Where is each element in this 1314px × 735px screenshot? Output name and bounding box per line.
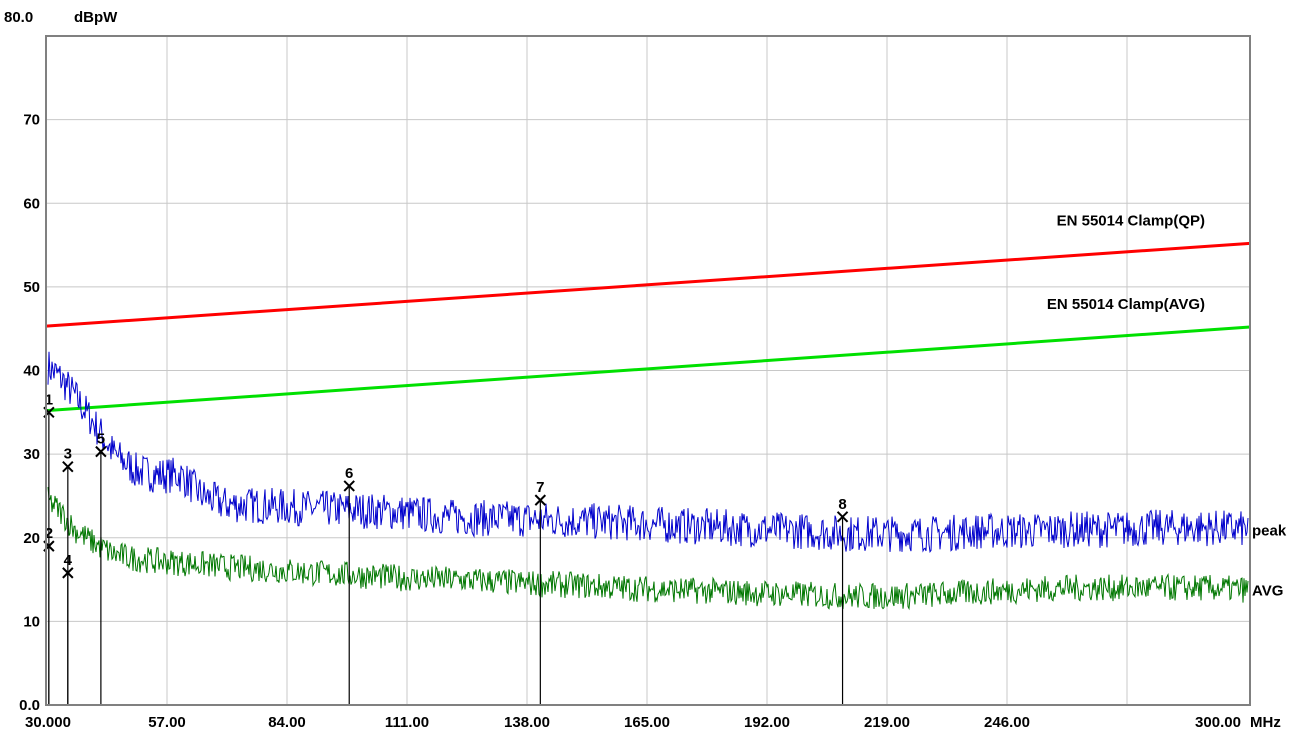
series-line-peak [47, 351, 1249, 553]
marker-x-icon [343, 480, 355, 492]
x-tick-label: 165.00 [624, 714, 670, 731]
limit-line-label: EN 55014 Clamp(QP) [1057, 212, 1205, 229]
y-tick-label: 30 [23, 446, 40, 463]
plot-frame [45, 35, 1251, 706]
marker-label: 1 [45, 391, 53, 408]
marker-label: 7 [536, 479, 544, 496]
marker-label: 4 [64, 552, 73, 569]
x-tick-label: 219.00 [864, 714, 910, 731]
y-tick-label: 40 [23, 363, 40, 380]
x-tick-label: 57.00 [148, 714, 186, 731]
series-label: AVG [1252, 583, 1283, 600]
y-tick-label: 10 [23, 613, 40, 630]
y-tick-label: 20 [23, 530, 40, 547]
axis-labels: 80.0 dBpW 70 60 50 40 30 20 10 0.030.000 57.00 84.0… [4, 9, 1281, 731]
chart-grid [46, 36, 1250, 705]
series-label: peak [1252, 522, 1287, 539]
marker-label: 8 [838, 496, 846, 513]
y-tick-label: 0.0 [19, 697, 40, 714]
x-tick-label: 246.00 [984, 714, 1030, 731]
marker-x-icon [95, 445, 107, 458]
limit-line-label: EN 55014 Clamp(AVG) [1047, 296, 1205, 313]
marker-x-icon [534, 494, 547, 506]
marker-x-icon [836, 511, 849, 523]
x-tick-label: 30.000 [25, 714, 71, 731]
series-lines: peak AVG [47, 351, 1287, 611]
x-axis-unit: MHz [1250, 714, 1281, 731]
x-tick-label: 111.00 [385, 714, 429, 731]
x-tick-label: 84.00 [268, 714, 306, 731]
x-tick-label: 138.00 [504, 714, 550, 731]
peak-markers: 1 2 3 4 5 6 7 8 [43, 391, 849, 705]
y-tick-label: 60 [23, 195, 40, 212]
y-axis-unit: dBpW [74, 9, 118, 26]
x-tick-label: 300.00 [1195, 714, 1241, 731]
y-tick-label: 70 [23, 112, 40, 129]
marker-x-icon [62, 460, 74, 473]
marker-label: 5 [97, 431, 105, 448]
marker-label: 2 [45, 525, 53, 542]
marker-label: 6 [345, 465, 353, 482]
x-tick-label: 192.00 [744, 714, 790, 731]
limit-lines: EN 55014 Clamp(QP) EN 55014 Clamp(AVG) [45, 212, 1251, 413]
limit-line [45, 241, 1251, 328]
series-line-avg [47, 487, 1249, 611]
y-tick-label: 50 [23, 279, 40, 296]
y-axis-max-label: 80.0 [4, 9, 33, 26]
marker-label: 3 [64, 446, 72, 463]
marker-x-icon [62, 567, 74, 579]
limit-line [45, 325, 1251, 413]
